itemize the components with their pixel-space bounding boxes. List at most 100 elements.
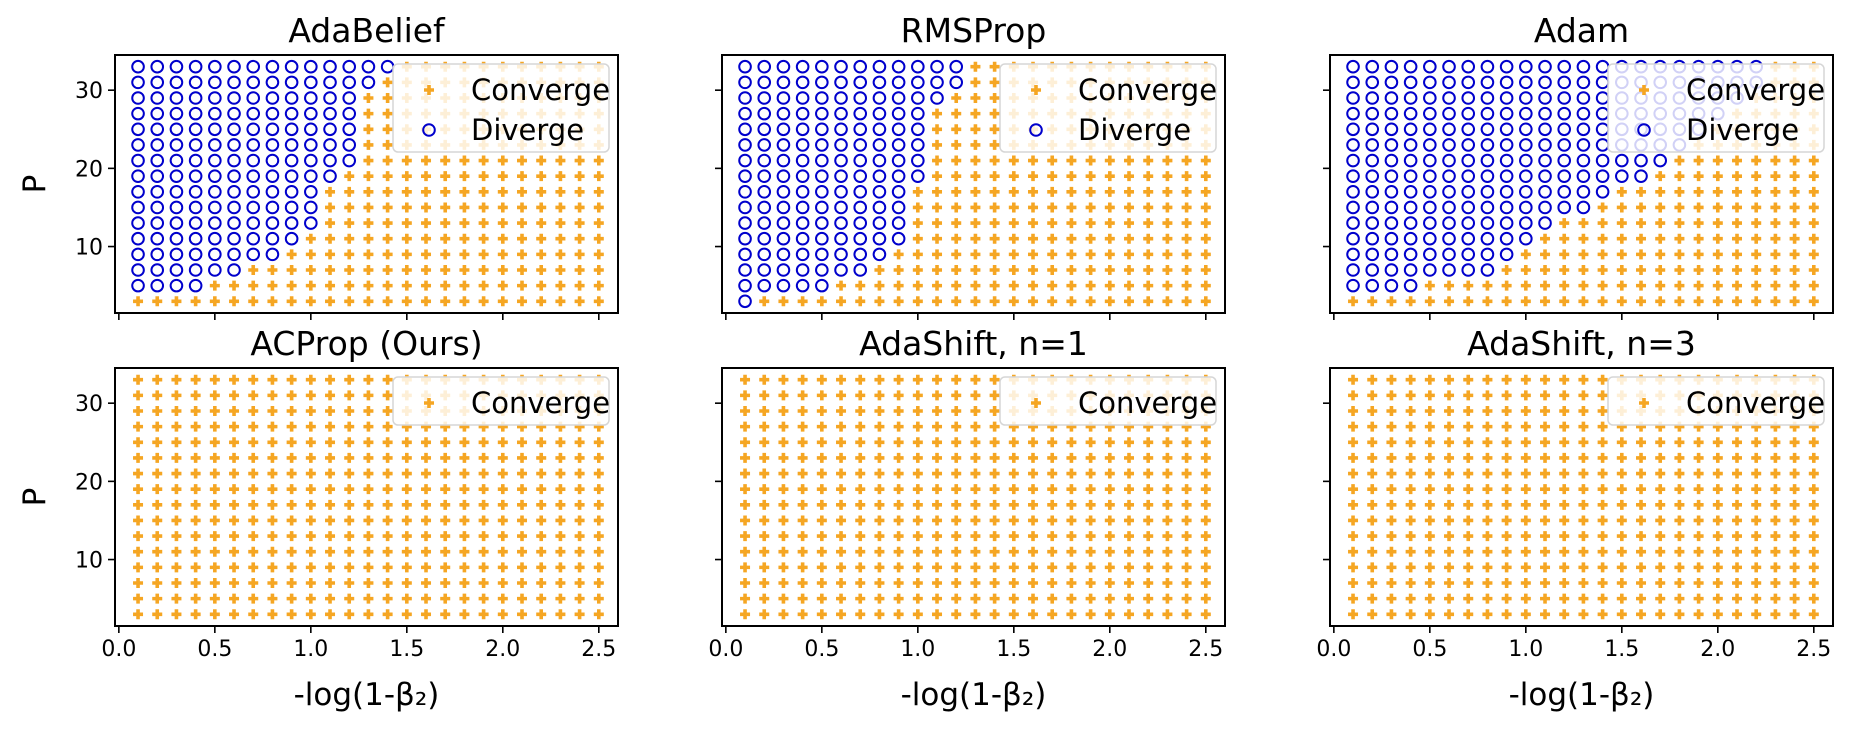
converge-point <box>1674 609 1685 620</box>
diverge-point <box>834 75 848 90</box>
converge-point <box>836 452 847 463</box>
converge-point <box>401 562 412 573</box>
converge-point <box>421 593 432 604</box>
diverge-point <box>891 231 906 246</box>
diverge-point <box>757 153 772 168</box>
converge-point <box>1732 155 1743 166</box>
converge-point <box>555 155 566 166</box>
diverge-point <box>1423 263 1437 277</box>
converge-point <box>951 108 962 119</box>
converge-point <box>951 233 962 244</box>
diverge-point <box>1346 106 1360 121</box>
diverge-point <box>1538 59 1552 74</box>
converge-point <box>305 499 316 510</box>
converge-point <box>816 593 827 604</box>
converge-point <box>1597 484 1608 495</box>
converge-point <box>1008 562 1019 573</box>
converge-point <box>344 578 355 588</box>
converge-point <box>1085 155 1096 166</box>
converge-point <box>593 218 604 229</box>
x-tick-label: 0.0 <box>101 637 136 662</box>
diverge-point <box>1480 138 1495 152</box>
converge-point <box>209 468 220 479</box>
converge-point <box>759 406 770 416</box>
converge-point <box>893 437 904 448</box>
diverge-point <box>284 185 299 199</box>
diverge-point <box>1499 106 1514 121</box>
converge-point <box>171 421 182 432</box>
converge-point <box>1124 437 1135 448</box>
converge-point <box>1181 280 1192 291</box>
diverge-point <box>795 138 810 152</box>
converge-point <box>1028 468 1039 479</box>
converge-point <box>497 499 508 510</box>
diverge-point <box>738 200 752 215</box>
diverge-point <box>1442 216 1456 230</box>
converge-point <box>1181 437 1192 448</box>
converge-point <box>1636 233 1647 244</box>
converge-point <box>401 249 412 260</box>
diverge-point <box>304 169 318 183</box>
converge-point <box>286 562 297 573</box>
converge-point <box>248 437 259 448</box>
converge-point <box>421 609 432 620</box>
diverge-point <box>834 263 848 277</box>
converge-point <box>459 468 470 479</box>
converge-point <box>1520 499 1531 510</box>
diverge-point <box>1538 106 1552 121</box>
converge-point <box>1540 374 1551 385</box>
converge-point <box>1732 249 1743 260</box>
converge-point <box>478 562 489 573</box>
converge-point <box>1124 562 1135 573</box>
converge-point <box>855 562 866 573</box>
converge-point <box>1578 452 1589 463</box>
converge-point <box>1367 296 1378 307</box>
converge-point <box>1732 218 1743 229</box>
converge-point <box>951 468 962 479</box>
converge-point <box>1085 171 1096 182</box>
converge-point <box>190 406 201 416</box>
converge-point <box>152 593 163 604</box>
converge-point <box>555 280 566 291</box>
converge-point <box>229 374 240 385</box>
diverge-point <box>246 185 261 199</box>
diverge-point <box>208 231 222 246</box>
converge-point <box>1578 609 1589 620</box>
converge-point <box>1501 437 1512 448</box>
converge-point <box>1770 562 1781 573</box>
converge-point <box>816 546 827 557</box>
diverge-point <box>1557 75 1572 90</box>
converge-point <box>344 515 355 526</box>
converge-point <box>1674 578 1685 588</box>
converge-point <box>970 374 981 385</box>
converge-point <box>816 484 827 495</box>
converge-point <box>1578 515 1589 526</box>
converge-point <box>517 155 528 166</box>
converge-point <box>1616 531 1627 542</box>
converge-point <box>133 531 144 542</box>
converge-point <box>1789 468 1800 479</box>
converge-point <box>1789 186 1800 197</box>
converge-point <box>874 546 885 557</box>
converge-point <box>133 609 144 620</box>
diverge-point <box>834 247 848 262</box>
converge-point <box>248 484 259 495</box>
converge-point <box>1655 280 1666 291</box>
converge-point <box>1655 499 1666 510</box>
y-tick-label: 30 <box>75 392 103 417</box>
converge-point <box>989 280 1000 291</box>
diverge-point <box>304 200 318 215</box>
converge-point <box>440 218 451 229</box>
diverge-point <box>131 216 145 230</box>
converge-point <box>1597 531 1608 542</box>
converge-point <box>363 515 374 526</box>
converge-point <box>401 296 412 307</box>
converge-point <box>1143 186 1154 197</box>
converge-point <box>1085 296 1096 307</box>
converge-point <box>1540 531 1551 542</box>
diverge-point <box>738 294 752 309</box>
converge-point <box>912 202 923 213</box>
converge-point <box>759 515 770 526</box>
converge-point <box>1655 452 1666 463</box>
x-tick-label: 1.5 <box>389 637 424 662</box>
